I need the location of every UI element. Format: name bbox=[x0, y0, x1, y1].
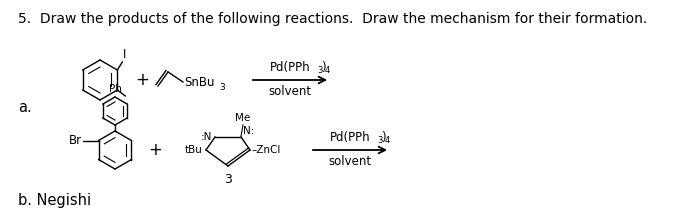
Text: +: + bbox=[148, 141, 162, 159]
Text: I: I bbox=[123, 48, 127, 61]
Text: 5.  Draw the products of the following reactions.  Draw the mechanism for their : 5. Draw the products of the following re… bbox=[18, 12, 648, 26]
Text: Pd(PPh: Pd(PPh bbox=[330, 131, 370, 144]
Text: 3: 3 bbox=[224, 173, 232, 186]
Text: :N: :N bbox=[201, 132, 212, 142]
Text: b. Negishi: b. Negishi bbox=[18, 192, 91, 208]
Text: 3: 3 bbox=[377, 136, 382, 145]
Text: Br: Br bbox=[69, 134, 81, 147]
Text: solvent: solvent bbox=[268, 85, 312, 98]
Text: 4: 4 bbox=[385, 136, 391, 145]
Text: 3: 3 bbox=[317, 66, 323, 75]
Text: Pd(PPh: Pd(PPh bbox=[270, 61, 310, 74]
Text: +: + bbox=[135, 71, 149, 89]
Text: solvent: solvent bbox=[328, 155, 372, 168]
Text: –ZnCl: –ZnCl bbox=[252, 145, 281, 155]
Text: 3: 3 bbox=[219, 83, 225, 91]
Text: a.: a. bbox=[18, 99, 32, 115]
Text: ): ) bbox=[381, 131, 386, 144]
Text: Me: Me bbox=[235, 113, 251, 123]
Text: N:: N: bbox=[243, 126, 254, 136]
Text: ): ) bbox=[321, 61, 326, 74]
Text: Ph: Ph bbox=[108, 84, 121, 94]
Text: 4: 4 bbox=[325, 66, 330, 75]
Text: SnBu: SnBu bbox=[184, 77, 214, 89]
Text: tBu: tBu bbox=[185, 145, 203, 155]
